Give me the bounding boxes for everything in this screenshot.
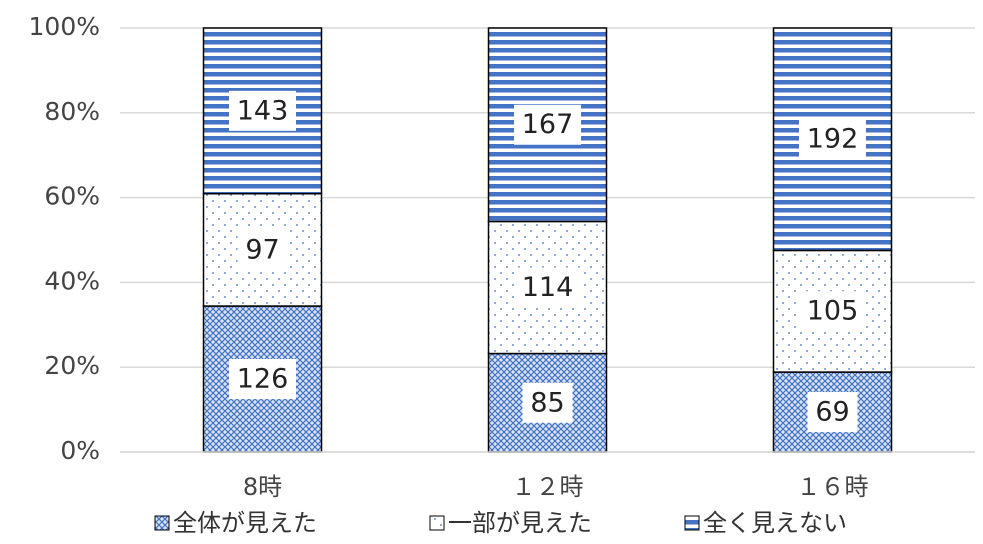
data-label-box (807, 392, 858, 433)
x-tick-label: １６時 (797, 473, 869, 501)
bar-segment (487, 27, 608, 223)
legend-label: 一部が見えた (448, 509, 592, 537)
y-tick-label: 0% (60, 436, 100, 465)
data-label-box (237, 229, 288, 270)
legend-swatch (684, 515, 700, 531)
y-tick-label: 100% (29, 12, 100, 41)
data-label: 105 (807, 296, 859, 327)
data-label-box (799, 291, 866, 332)
data-label: 69 (815, 397, 849, 428)
data-label-box (229, 90, 296, 131)
y-tick-label: 40% (44, 266, 100, 295)
legend-swatch (154, 515, 170, 531)
x-tick-label: 8時 (243, 473, 282, 501)
x-tick-label: １２時 (512, 473, 584, 501)
data-label: 143 (237, 95, 289, 126)
legend-label: 全く見えない (703, 509, 847, 537)
y-tick-label: 80% (44, 97, 100, 126)
legend-label: 全体が見えた (173, 509, 317, 537)
data-label: 85 (530, 387, 564, 418)
data-label: 192 (807, 124, 859, 155)
data-label-box (229, 359, 296, 400)
y-tick-label: 60% (44, 182, 100, 211)
bar-segment (202, 27, 323, 195)
data-label-box (514, 104, 581, 145)
data-label-box (799, 119, 866, 160)
data-label-box (522, 382, 573, 423)
y-tick-label: 20% (44, 351, 100, 380)
data-label: 126 (237, 364, 289, 395)
data-label: 97 (245, 234, 279, 265)
data-label-box (514, 267, 581, 308)
data-label: 167 (522, 109, 574, 140)
legend-swatch (429, 515, 445, 531)
data-label: 114 (522, 272, 574, 303)
